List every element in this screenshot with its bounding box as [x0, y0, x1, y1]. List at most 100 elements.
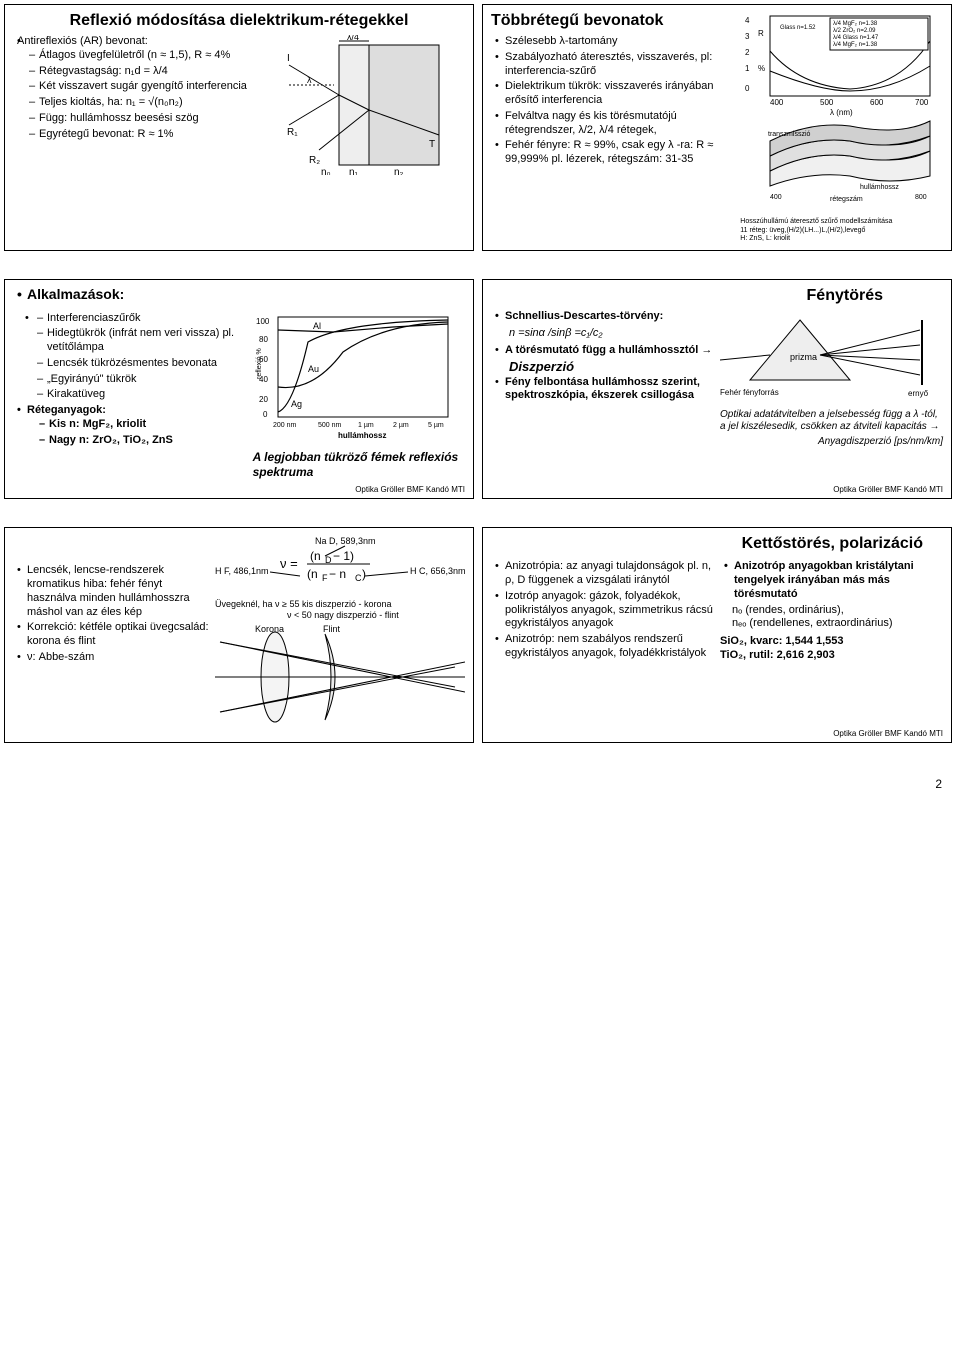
slide-title: Kettőstörés, polarizáció	[491, 534, 943, 554]
svg-text:R₁: R₁	[287, 127, 298, 138]
svg-text:Au: Au	[308, 364, 319, 374]
svg-text:1 µm: 1 µm	[358, 422, 374, 429]
slide-title: Fénytörés	[491, 286, 943, 306]
svg-text:20: 20	[259, 395, 268, 404]
list-item: Alkalmazások:	[17, 286, 465, 304]
svg-text:T: T	[429, 139, 435, 150]
bullet-list: Anizotrópia: az anyagi tulajdonságok pl.…	[491, 560, 714, 660]
svg-text:− 1): − 1)	[333, 549, 354, 563]
svg-text:3: 3	[745, 32, 750, 41]
chart-caption: Hosszúhullámú áteresztő szűrő modellszám…	[740, 218, 943, 244]
text-line: TiO₂, rutil: 2,616 2,903	[720, 649, 943, 663]
svg-text:λ/4 MgF₂ n=1.38: λ/4 MgF₂ n=1.38	[833, 42, 878, 48]
svg-text:400: 400	[770, 98, 784, 107]
svg-text:hullámhossz: hullámhossz	[338, 431, 386, 440]
bullet-list: Lencsék, lencse-rendszerek kromatikus hi…	[13, 564, 209, 664]
svg-text:F: F	[322, 573, 328, 583]
lens-diagram: Korona Flint	[215, 622, 465, 732]
layer-diagram: I R₁ R₂ T n₀ n₁ n₂ λ/4 λ	[279, 35, 449, 175]
svg-text:0: 0	[263, 410, 268, 419]
svg-text:2 µm: 2 µm	[393, 422, 409, 429]
svg-text:λ/4 Glass n=1.47: λ/4 Glass n=1.47	[833, 35, 879, 41]
list-item: Kirakatüveg	[37, 388, 247, 402]
svg-text:80: 80	[259, 335, 268, 344]
slide-alkalmazasok: Alkalmazások: Interferenciaszűrők Hidegt…	[4, 279, 474, 499]
svg-text:200 nm: 200 nm	[273, 422, 297, 429]
svg-text:500: 500	[820, 98, 834, 107]
svg-text:C: C	[355, 573, 362, 583]
svg-text:Glass n=1.52: Glass n=1.52	[780, 25, 816, 31]
svg-text:λ/2 ZrO₂ n=2.09: λ/2 ZrO₂ n=2.09	[833, 28, 876, 34]
svg-text:n₁: n₁	[349, 167, 359, 175]
list-item: Lencsék, lencse-rendszerek kromatikus hi…	[17, 564, 209, 619]
list-item: Izotróp anyagok: gázok, folyadékok, poli…	[495, 590, 714, 631]
list-item: A törésmutató függ a hullámhossztól →	[495, 344, 714, 358]
list-item: Két visszavert sugár gyengítő interferen…	[29, 80, 273, 94]
slide-lencsek: Lencsék, lencse-rendszerek kromatikus hi…	[4, 527, 474, 743]
list-item: Függ: hullámhossz beesési szög	[29, 112, 273, 126]
text-block: Anyagdiszperzió [ps/nm/km]	[720, 436, 943, 449]
bullet-list: Antireflexiós (AR) bevonat: Átlagos üveg…	[13, 35, 273, 141]
svg-text:%: %	[758, 64, 765, 73]
svg-text:R: R	[758, 29, 764, 38]
chart-caption: A legjobban tükröző fémek reflexiós spek…	[253, 450, 465, 480]
list-item: Anizotróp: nem szabályos rendszerű egykr…	[495, 633, 714, 661]
svg-text:− n: − n	[329, 567, 346, 581]
svg-text:1: 1	[745, 64, 750, 73]
slide-kettostores: Kettőstörés, polarizáció Anizotrópia: az…	[482, 527, 952, 743]
bullet-list: Réteganyagok: Kis n: MgF₂, kriolit Nagy …	[13, 404, 247, 447]
bullet-sublist: Interferenciaszűrők Hidegtükrök (infrát …	[13, 312, 247, 403]
text-line: nₑₒ (rendellenes, extraordinárius)	[720, 617, 943, 631]
slide-reflexio: Reflexió módosítása dielektrikum-rétegek…	[4, 4, 474, 251]
svg-text:500 nm: 500 nm	[318, 422, 342, 429]
svg-text:transzmisszió: transzmisszió	[768, 131, 811, 138]
abbe-formula: Na D, 589,3nm H F, 486,1nm H C, 656,3nm …	[215, 534, 465, 594]
list-item: ν: Abbe-szám	[17, 651, 209, 665]
list-item: Szabályozható áteresztés, visszaverés, p…	[495, 51, 734, 79]
list-item: Átlagos üvegfelületről (n ≈ 1,5), R ≈ 4%	[29, 49, 273, 63]
svg-text:I: I	[287, 53, 290, 64]
svg-text:Al: Al	[313, 321, 321, 331]
list-item: Fehér fényre: R ≈ 99%, csak egy λ -ra: R…	[495, 139, 734, 167]
svg-text:H F, 486,1nm: H F, 486,1nm	[215, 566, 269, 576]
svg-text:prizma: prizma	[790, 352, 817, 362]
svg-text:800: 800	[915, 194, 927, 201]
svg-text:Ag: Ag	[291, 399, 302, 409]
list-item: Felváltva nagy és kis törésmutatójú réte…	[495, 110, 734, 138]
svg-text:λ: λ	[307, 75, 312, 85]
text-block: Optikai adatátvitelben a jelsebesség füg…	[720, 409, 943, 434]
svg-text:λ/4 MgF₂ n=1.38: λ/4 MgF₂ n=1.38	[833, 21, 878, 27]
svg-text:ν =: ν =	[280, 556, 298, 571]
list-item: Anizotróp anyagokban kristálytani tengel…	[724, 560, 943, 601]
svg-text:R₂: R₂	[309, 155, 320, 166]
slide-fenytores: Fénytörés Schnellius-Descartes-törvény: …	[482, 279, 952, 499]
list-item: Antireflexiós (AR) bevonat: Átlagos üveg…	[17, 35, 273, 141]
text-line: nₒ (rendes, ordinárius),	[720, 604, 943, 618]
bullet-list: Szélesebb λ-tartomány Szabályozható áter…	[491, 35, 734, 167]
svg-text:4: 4	[745, 16, 750, 25]
svg-text:reflexió %: reflexió %	[256, 348, 263, 379]
bullet-list: A törésmutató függ a hullámhossztól →	[491, 344, 714, 358]
svg-text:λ (nm): λ (nm)	[830, 108, 853, 117]
svg-text:n₂: n₂	[394, 167, 404, 175]
svg-text:100: 100	[256, 317, 270, 326]
slide-footer: Optika Gröller BMF Kandó MTI	[355, 485, 465, 495]
bullet-list: Schnellius-Descartes-törvény:	[491, 310, 714, 324]
svg-text:5 µm: 5 µm	[428, 422, 444, 429]
slide-title: Többrétegű bevonatok	[491, 11, 734, 31]
list-item: Lencsék tükrözésmentes bevonata	[37, 357, 247, 371]
list-item: Nagy n: ZrO₂, TiO₂, ZnS	[39, 434, 247, 448]
list-item: Egyrétegű bevonat: R ≈ 1%	[29, 128, 273, 142]
list-item: „Egyirányú" tükrök	[37, 373, 247, 387]
svg-text:ernyő: ernyő	[908, 389, 929, 398]
bullet-list: Fény felbontása hullámhossz szerint, spe…	[491, 376, 714, 404]
condition-text: Üvegeknél, ha ν ≥ 55 kis diszperzió - ko…	[215, 599, 465, 610]
list-item: Kis n: MgF₂, kriolit	[39, 418, 247, 432]
svg-text:(n: (n	[307, 567, 318, 581]
formula: n =sinα /sinβ =c₁/c₂	[491, 327, 714, 341]
svg-text:Fehér fényforrás: Fehér fényforrás	[720, 388, 779, 397]
multilayer-chart: 4 3 2 1 0 R % 400 500 600 700 λ (nm)	[740, 11, 940, 211]
list-item: Anizotrópia: az anyagi tulajdonságok pl.…	[495, 560, 714, 588]
svg-text:2: 2	[745, 48, 750, 57]
svg-text:hullámhossz: hullámhossz	[860, 184, 899, 191]
